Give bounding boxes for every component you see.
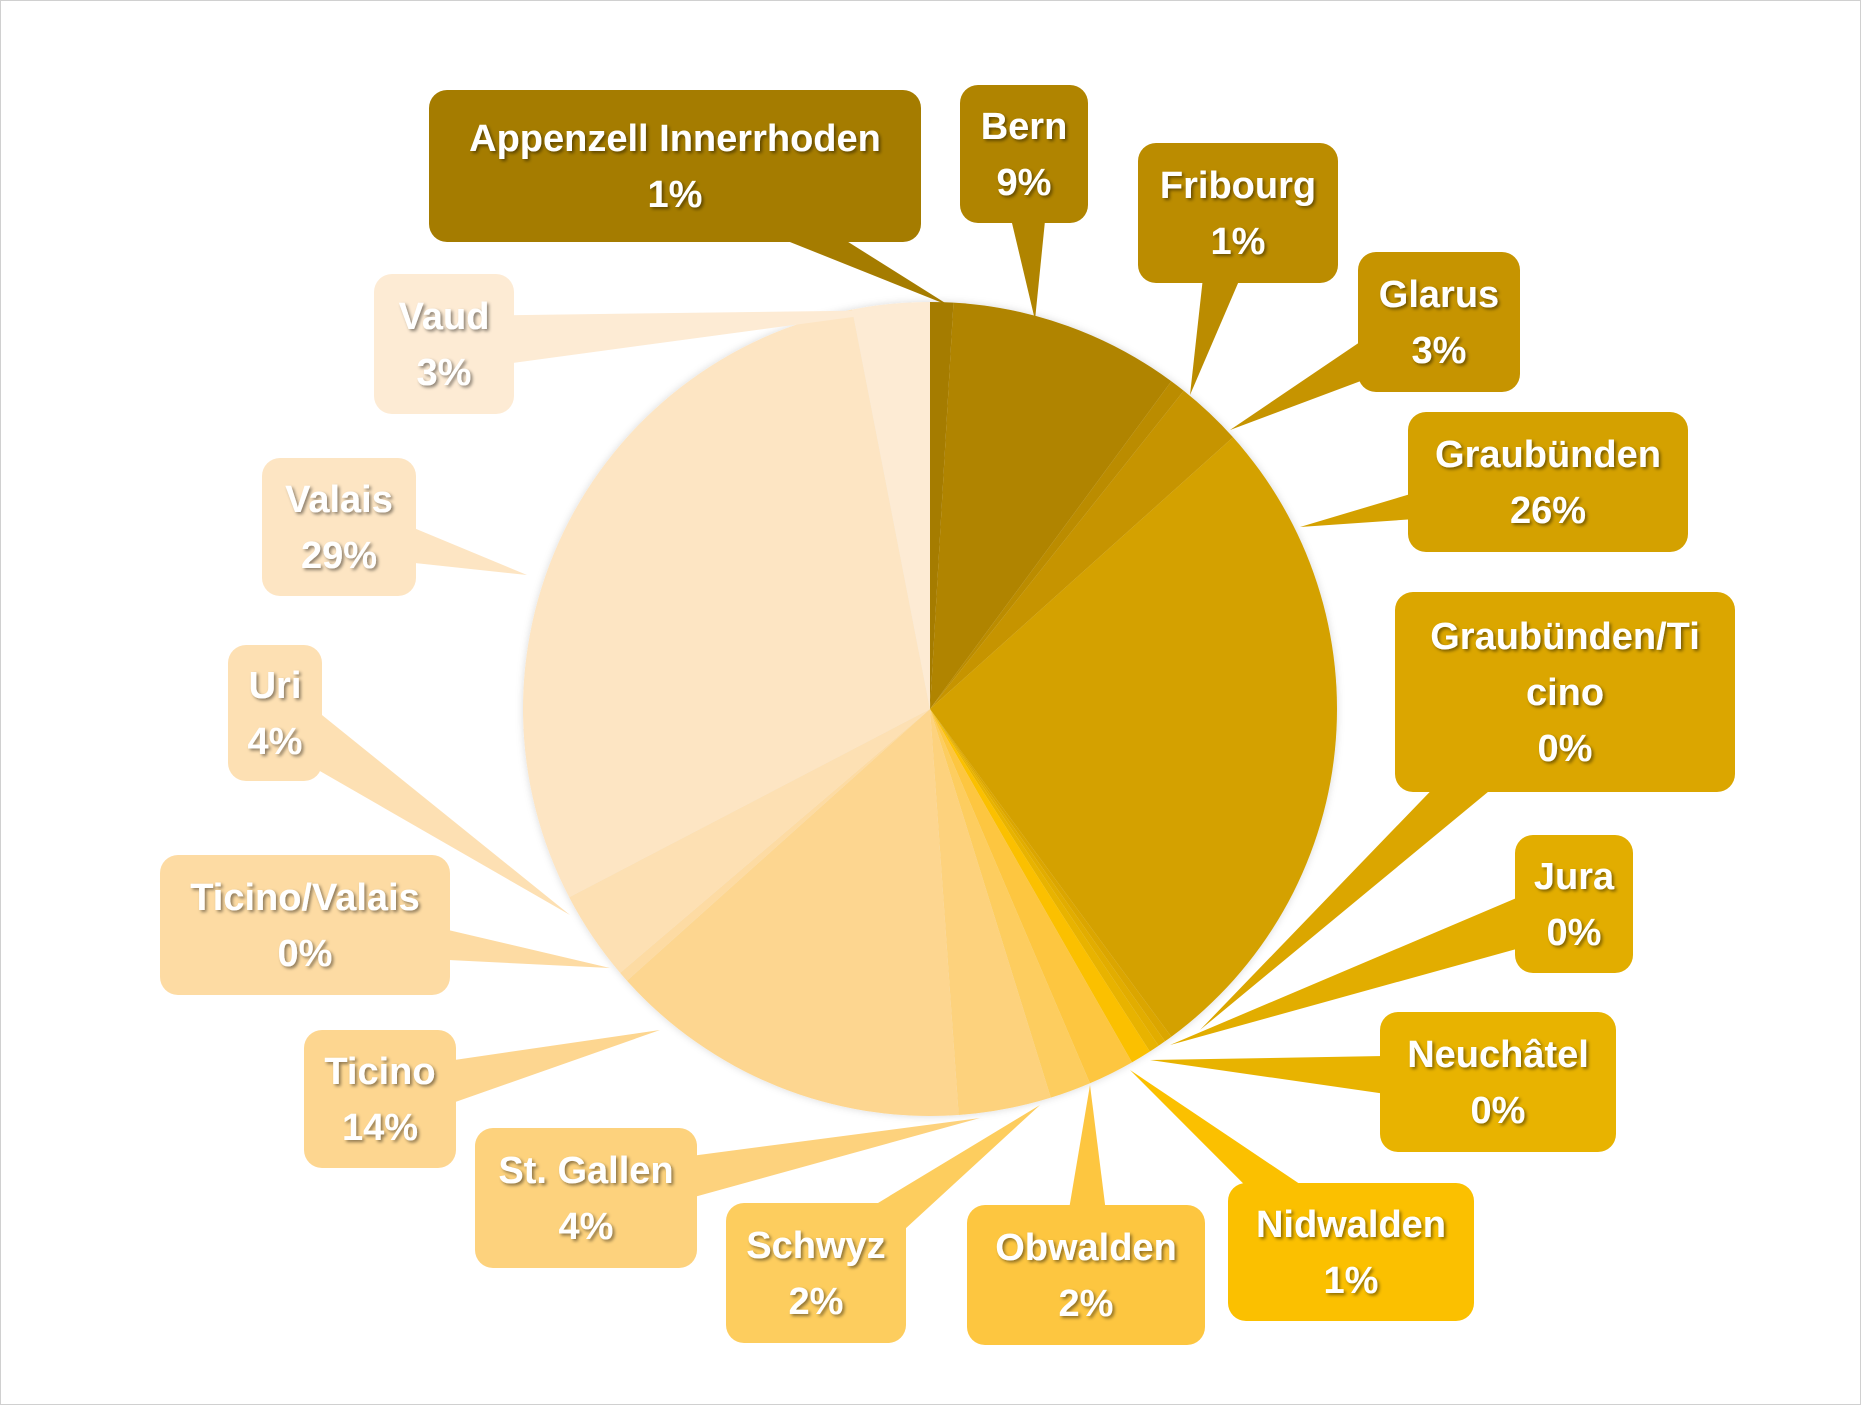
callout-appenzell-innerrhoden: Appenzell Innerrhoden 1% bbox=[429, 90, 950, 306]
data-label-percent: 0% bbox=[278, 933, 333, 975]
pie-slice-graubunden-ticino bbox=[930, 709, 1172, 1042]
data-label-category: Nidwalden bbox=[1256, 1204, 1446, 1246]
data-label-category: Neuchâtel bbox=[1407, 1034, 1589, 1076]
pie-slice-schwyz bbox=[930, 709, 1090, 1098]
pie-slice-jura bbox=[930, 709, 1165, 1046]
data-label-percent: 0% bbox=[1547, 912, 1602, 954]
data-label-category: Fribourg bbox=[1160, 165, 1316, 207]
data-label-percent: 1% bbox=[1324, 1260, 1379, 1302]
callout-box bbox=[1408, 412, 1688, 552]
callout-box bbox=[1380, 1012, 1616, 1152]
callout-valais: Valais 29% bbox=[262, 458, 527, 596]
data-label-category: Jura bbox=[1534, 856, 1615, 898]
data-label-category: Glarus bbox=[1379, 274, 1499, 316]
callout-glarus: Glarus 3% bbox=[1230, 252, 1520, 430]
data-label-category: Ticino bbox=[324, 1051, 435, 1093]
callout-uri: Uri 4% bbox=[228, 645, 570, 915]
callout-graubunden-ticino: Graubünden/Ti cino 0% bbox=[1200, 592, 1735, 1030]
pie-slice-obwalden bbox=[930, 709, 1132, 1084]
data-label-percent: 3% bbox=[417, 352, 472, 394]
callout-pointer bbox=[1170, 877, 1584, 1045]
callout-vaud: Vaud 3% bbox=[374, 274, 905, 414]
callout-box bbox=[262, 458, 416, 596]
callout-box bbox=[1395, 592, 1735, 792]
data-label-percent: 1% bbox=[1211, 221, 1266, 263]
callout-box bbox=[160, 855, 450, 995]
data-label-percent: 2% bbox=[789, 1281, 844, 1323]
data-label-category: Ticino/Valais bbox=[190, 877, 420, 919]
data-label-category: Bern bbox=[981, 106, 1068, 148]
callout-box bbox=[1515, 835, 1633, 973]
data-label-category: Uri bbox=[249, 665, 302, 707]
data-label-percent: 4% bbox=[559, 1206, 614, 1248]
pie-slice-vaud bbox=[852, 302, 930, 709]
callout-box bbox=[304, 1030, 456, 1168]
data-label-percent: 29% bbox=[301, 535, 377, 577]
callout-box bbox=[967, 1205, 1205, 1345]
callout-box bbox=[374, 274, 514, 414]
callout-ticino: Ticino 14% bbox=[304, 1030, 660, 1168]
pie-slice-neuchatel bbox=[930, 709, 1159, 1052]
data-label-category: St. Gallen bbox=[498, 1150, 673, 1192]
data-label-category: Appenzell Innerrhoden bbox=[469, 118, 881, 160]
data-label-category: Vaud bbox=[399, 296, 490, 338]
callout-bern: Bern 9% bbox=[960, 85, 1088, 320]
callout-box bbox=[726, 1203, 906, 1343]
pie-slice-ticino bbox=[626, 709, 959, 1116]
pie-slice-fribourg bbox=[930, 381, 1184, 709]
data-label-category: Graubünden/Ti bbox=[1430, 616, 1700, 658]
callout-obwalden: Obwalden 2% bbox=[967, 1085, 1205, 1345]
callout-box bbox=[1138, 143, 1338, 283]
pie-slice-uri bbox=[569, 709, 930, 973]
pie-slice-st-gallen bbox=[930, 709, 1051, 1115]
callout-jura: Jura 0% bbox=[1170, 835, 1633, 1045]
pie-slice-valais bbox=[523, 309, 930, 898]
pie-slice-glarus bbox=[930, 390, 1234, 709]
pie-slice-graubunden bbox=[930, 437, 1337, 1037]
callout-box bbox=[960, 85, 1088, 223]
data-label-percent: 3% bbox=[1412, 330, 1467, 372]
callout-box bbox=[1228, 1183, 1474, 1321]
callout-box bbox=[429, 90, 921, 242]
data-label-category: Obwalden bbox=[995, 1227, 1177, 1269]
data-label-category: Valais bbox=[285, 479, 393, 521]
data-label-percent: 0% bbox=[1471, 1090, 1526, 1132]
callout-box bbox=[1358, 252, 1520, 392]
data-label-category: Schwyz bbox=[746, 1225, 885, 1267]
callout-fribourg: Fribourg 1% bbox=[1138, 143, 1338, 395]
data-label-percent: 2% bbox=[1059, 1283, 1114, 1325]
callout-box bbox=[228, 645, 322, 781]
callout-neuchatel: Neuchâtel 0% bbox=[1150, 1012, 1616, 1152]
data-label-category: cino bbox=[1526, 672, 1604, 714]
data-label-percent: 1% bbox=[648, 174, 703, 216]
data-label-percent: 0% bbox=[1538, 728, 1593, 770]
callout-ticino-valais: Ticino/Valais 0% bbox=[160, 855, 610, 995]
callout-schwyz: Schwyz 2% bbox=[726, 1105, 1040, 1343]
data-label-category: Graubünden bbox=[1435, 434, 1661, 476]
pie-slice-ticino-valais bbox=[620, 709, 930, 981]
pie-slice-appenzell-innerrhoden bbox=[930, 302, 954, 709]
callout-nidwalden: Nidwalden 1% bbox=[1130, 1070, 1474, 1321]
callout-box bbox=[475, 1128, 697, 1268]
callout-pointer bbox=[441, 310, 905, 372]
callout-st-gallen: St. Gallen 4% bbox=[475, 1118, 980, 1268]
pie-slice-bern bbox=[930, 302, 1172, 709]
data-label-percent: 9% bbox=[997, 162, 1052, 204]
callout-pointer bbox=[259, 689, 570, 915]
data-label-percent: 26% bbox=[1510, 490, 1586, 532]
callout-graubunden: Graubünden 26% bbox=[1300, 412, 1688, 552]
data-label-percent: 4% bbox=[248, 721, 303, 763]
pie-slice-nidwalden bbox=[930, 709, 1150, 1063]
pie-slices bbox=[523, 302, 1337, 1116]
data-label-percent: 14% bbox=[342, 1107, 418, 1149]
